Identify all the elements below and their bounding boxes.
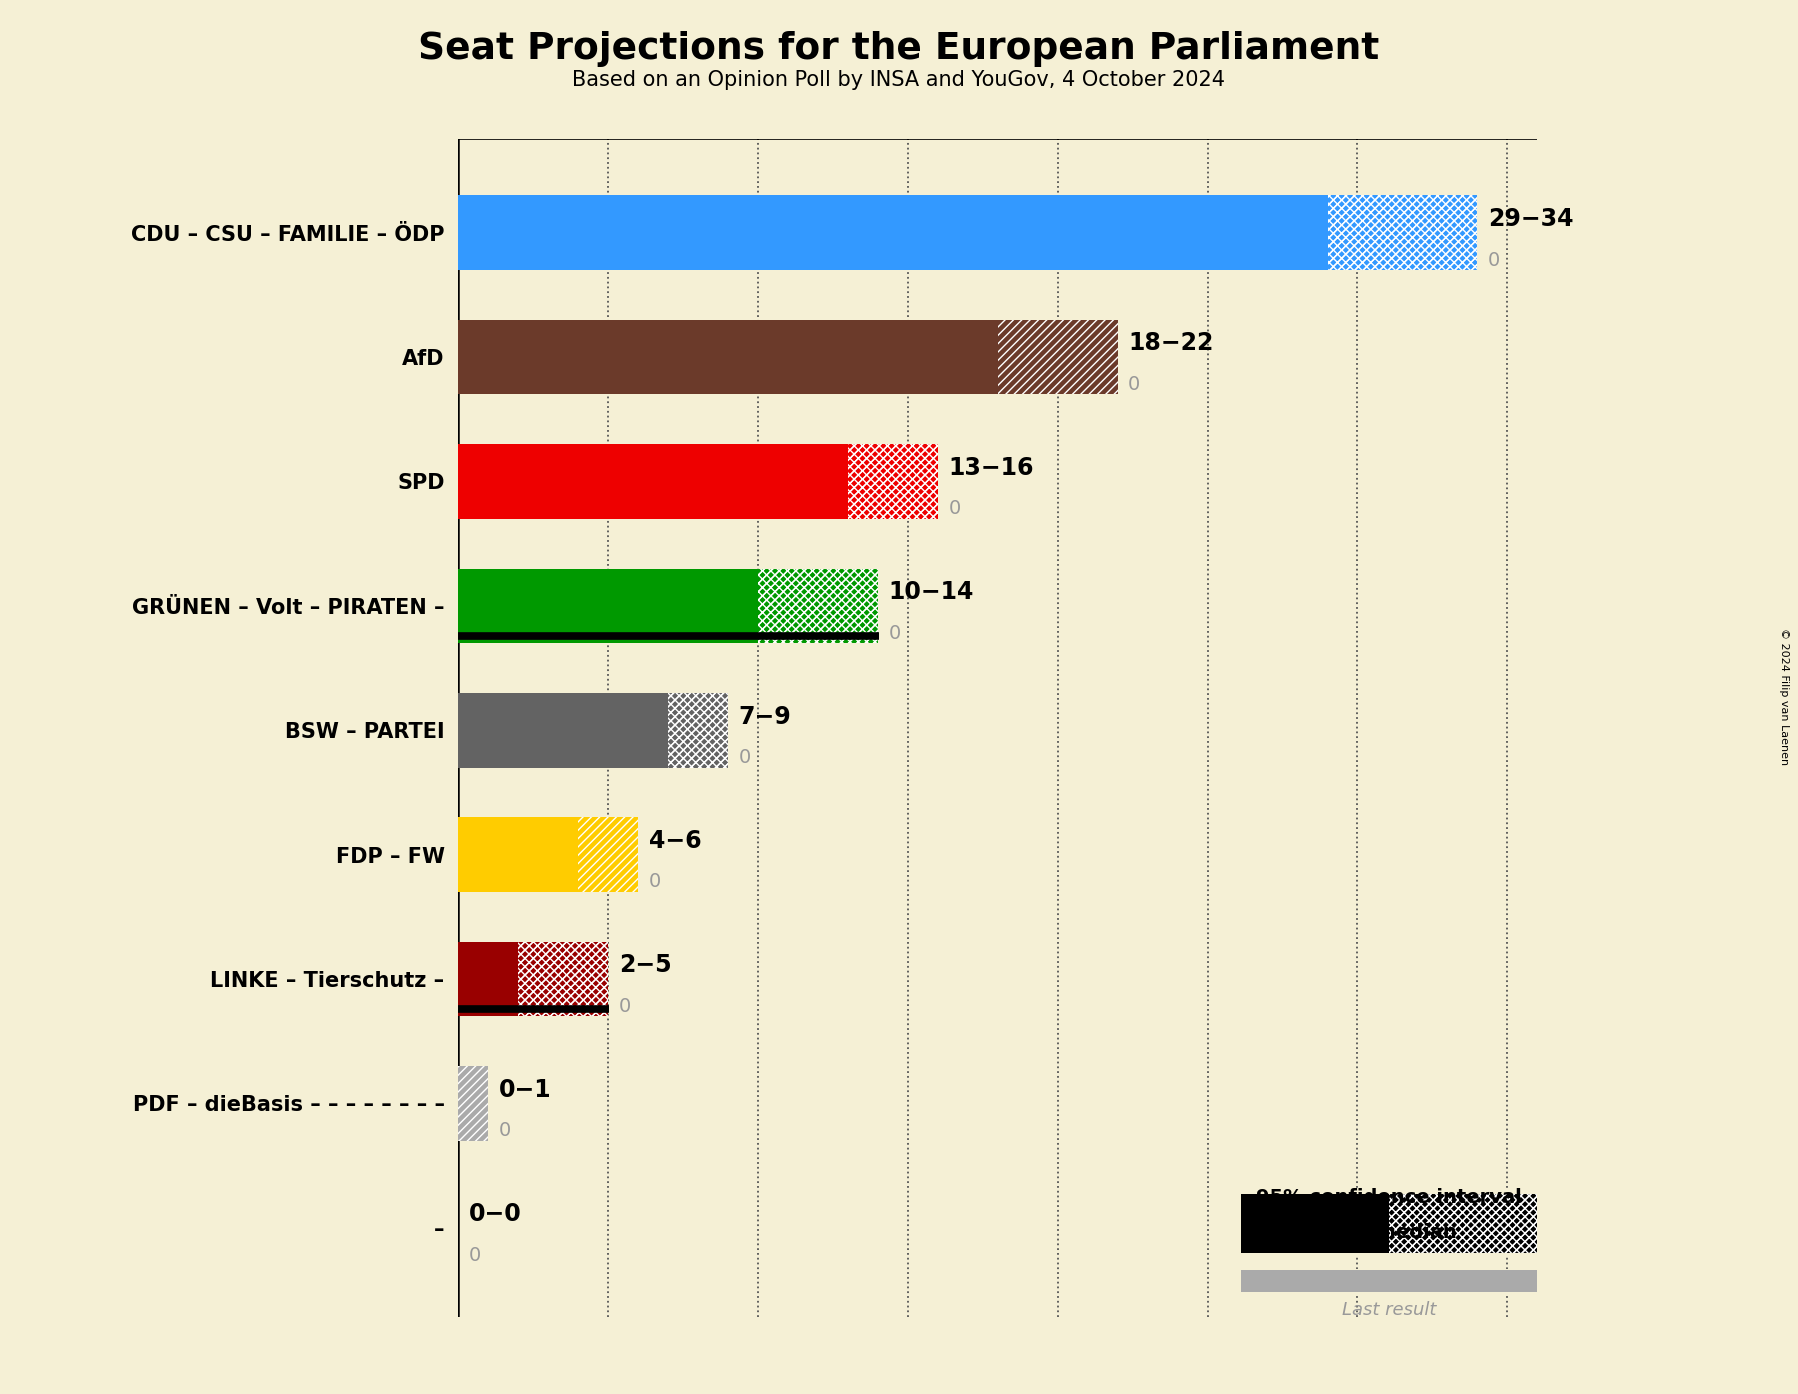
Text: 0: 0 [949, 499, 960, 519]
Text: 29−34: 29−34 [1489, 206, 1573, 231]
Bar [669, 693, 728, 768]
Text: 0: 0 [739, 749, 752, 767]
Bar [579, 817, 638, 892]
Bar [849, 445, 939, 519]
Bar [1388, 1195, 1537, 1253]
Text: 0: 0 [469, 1246, 482, 1264]
Text: with median: with median [1322, 1223, 1456, 1242]
Bar [458, 1066, 489, 1140]
Text: 10−14: 10−14 [888, 580, 975, 604]
Bar [458, 942, 518, 1016]
Bar [579, 817, 638, 892]
Bar [849, 445, 939, 519]
Bar [458, 569, 759, 643]
Bar [669, 693, 728, 768]
Text: © 2024 Filip van Laenen: © 2024 Filip van Laenen [1778, 629, 1789, 765]
Text: 0−1: 0−1 [498, 1078, 552, 1101]
Text: 0: 0 [1489, 251, 1500, 269]
Bar [458, 195, 1327, 270]
Text: 7−9: 7−9 [739, 704, 791, 729]
Bar [998, 319, 1118, 395]
Bar [1327, 195, 1478, 270]
Text: 0−0: 0−0 [469, 1202, 521, 1227]
Bar [518, 942, 608, 1016]
Bar [759, 569, 877, 643]
Bar [458, 319, 998, 395]
Text: 0: 0 [1129, 375, 1140, 395]
Bar [518, 942, 608, 1016]
Bar [998, 319, 1118, 395]
Bar [458, 817, 579, 892]
Text: 0: 0 [888, 623, 901, 643]
Bar [1327, 195, 1478, 270]
Bar [1327, 195, 1478, 270]
Bar [669, 693, 728, 768]
Text: Last result: Last result [1341, 1301, 1437, 1319]
Bar [1241, 1195, 1388, 1253]
Text: 0: 0 [498, 1121, 511, 1140]
Text: 18−22: 18−22 [1129, 332, 1214, 355]
Text: 2−5: 2−5 [619, 953, 671, 977]
Bar [458, 1066, 489, 1140]
Bar [849, 445, 939, 519]
Bar [518, 942, 608, 1016]
Bar [1241, 1270, 1537, 1292]
Text: 0: 0 [649, 873, 662, 892]
Bar [458, 445, 849, 519]
Bar [1388, 1195, 1537, 1253]
Bar [1388, 1195, 1537, 1253]
Text: 4−6: 4−6 [649, 829, 701, 853]
Bar [458, 693, 669, 768]
Bar [759, 569, 877, 643]
Text: 0: 0 [619, 997, 631, 1016]
Text: 95% confidence interval: 95% confidence interval [1257, 1188, 1521, 1207]
Text: Based on an Opinion Poll by INSA and YouGov, 4 October 2024: Based on an Opinion Poll by INSA and You… [572, 70, 1226, 89]
Text: Seat Projections for the European Parliament: Seat Projections for the European Parlia… [419, 31, 1379, 67]
Bar [759, 569, 877, 643]
Text: 13−16: 13−16 [949, 456, 1034, 480]
